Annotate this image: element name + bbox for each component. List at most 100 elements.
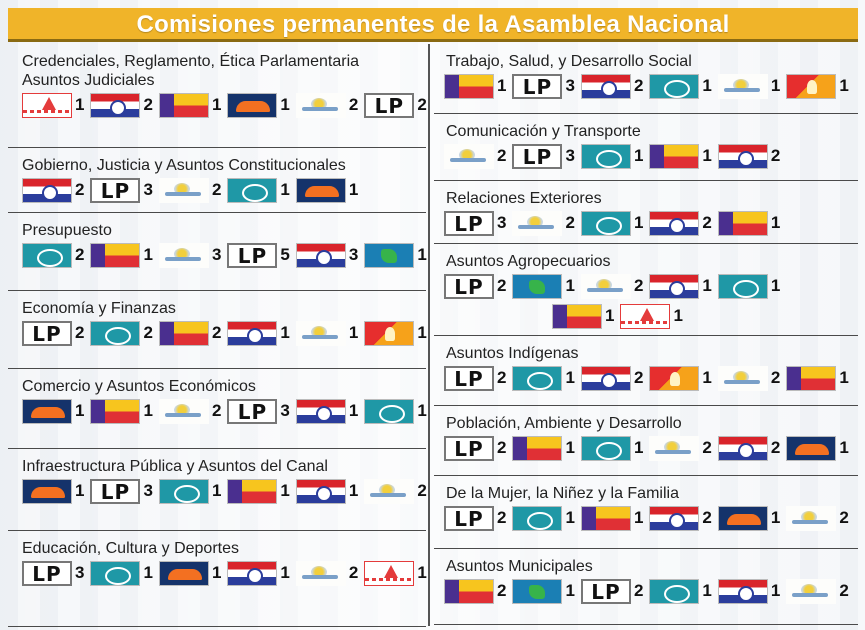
committee-indigenas: Asuntos Indígenas LP 2 1 2 1 2 1 [434, 336, 858, 406]
seat-count: 2 [348, 563, 359, 582]
party-seat-item: 1 [227, 177, 290, 203]
seat-count: 2 [211, 401, 222, 420]
party-logo-teal-circle [580, 210, 631, 236]
party-logo-lp: LP [444, 273, 494, 299]
party-seat-item: 1 [295, 177, 358, 203]
party-seat-item: LP 2 [444, 505, 506, 531]
party-seat-item: 1 [364, 398, 427, 424]
party-logo-red-white-blue [717, 143, 768, 169]
seat-count: 1 [143, 245, 153, 264]
seat-count: 1 [280, 323, 290, 342]
party-seat-item: 1 [649, 273, 712, 299]
party-logo-sun [580, 273, 631, 299]
committee-title: Asuntos Agropecuarios [434, 244, 858, 271]
party-seat-item: 2 [512, 210, 575, 236]
seat-count: 1 [280, 481, 290, 500]
seat-count: 2 [633, 368, 644, 387]
party-seat-item: 1 [649, 365, 712, 391]
committee-title: Infraestructura Pública y Asuntos del Ca… [8, 449, 426, 476]
seat-count: 1 [280, 95, 290, 114]
seat-count: 1 [702, 76, 712, 95]
party-logo-teal-circle [512, 365, 563, 391]
party-logo-yellow-red-purple [552, 303, 602, 329]
party-logo-red-white-blue [580, 365, 631, 391]
party-logo-teal-circle [649, 578, 700, 604]
seat-count: 3 [565, 146, 575, 165]
party-seat-item: 1 [580, 435, 643, 461]
committee-title-line: Comunicación y Transporte [446, 123, 641, 140]
party-seat-item: 2 [90, 320, 153, 346]
seat-count: 1 [211, 481, 222, 500]
party-seat-item: LP 3 [512, 143, 575, 169]
party-seat-item: 2 [717, 435, 780, 461]
committee-title-line: Población, Ambiente y Desarrollo [446, 415, 682, 432]
committee-title-line: De la Mujer, la Niñez y la Familia [446, 485, 679, 502]
party-logo-yellow-red-purple [444, 578, 494, 604]
party-logo-red-orange [786, 73, 837, 99]
party-seat-item: 1 [512, 365, 575, 391]
seat-row: 2 1 LP 2 1 1 2 [434, 576, 858, 606]
party-logo-teal-circle [227, 177, 278, 203]
party-logo-lp: LP [512, 143, 563, 169]
seat-count: 3 [348, 245, 359, 264]
party-seat-item: 1 [227, 320, 290, 346]
party-seat-item: 1 [580, 210, 643, 236]
right-column: Trabajo, Salud, y Desarrollo Social 1 LP 3 2… [428, 44, 858, 626]
seat-count: 2 [75, 245, 85, 264]
party-seat-item: 1 [295, 320, 358, 346]
seat-count: 2 [702, 508, 712, 527]
committee-agropecuarios: Asuntos Agropecuarios LP 2 1 2 1 1 1 1 [434, 244, 858, 336]
party-logo-red-orange [364, 320, 415, 346]
seat-count: 1 [839, 76, 849, 95]
seat-count: 2 [143, 95, 153, 114]
seat-count: 1 [702, 581, 712, 600]
party-logo-red-white-blue [649, 505, 700, 531]
committee-municipales: Asuntos Municipales 2 1 LP 2 1 1 2 [434, 549, 858, 625]
seat-count: 1 [605, 306, 615, 325]
party-seat-item: 1 [786, 73, 849, 99]
party-logo-sun [512, 210, 563, 236]
party-seat-item: 1 [512, 273, 575, 299]
committee-title: Trabajo, Salud, y Desarrollo Social [434, 44, 858, 71]
seat-count: 2 [633, 276, 644, 295]
seat-count: 1 [770, 276, 781, 295]
party-logo-lp: LP [22, 320, 72, 346]
seat-count: 1 [673, 306, 683, 325]
committee-title: Gobierno, Justicia y Asuntos Constitucio… [8, 148, 426, 175]
party-seat-item: LP 2 [364, 92, 427, 118]
party-seat-item: 1 [295, 478, 358, 504]
party-logo-red-triangle [22, 92, 72, 118]
seat-count: 3 [497, 213, 507, 232]
party-seat-item: 1 [22, 398, 84, 424]
party-seat-item: 2 [444, 143, 506, 169]
party-seat-item: 1 [580, 143, 643, 169]
seat-count: 3 [75, 563, 85, 582]
seat-count: 2 [417, 481, 427, 500]
committee-title: Asuntos Municipales [434, 549, 858, 576]
party-seat-item: 2 [158, 320, 221, 346]
party-logo-navy-orange [158, 560, 209, 586]
seat-count: 1 [770, 213, 781, 232]
party-logo-yellow-red-purple [158, 320, 209, 346]
committee-title-line: Infraestructura Pública y Asuntos del Ca… [22, 458, 328, 475]
seat-row: LP 2 1 2 1 2 1 [434, 363, 858, 393]
seat-count: 1 [75, 95, 85, 114]
party-seat-item: 1 [227, 478, 290, 504]
party-seat-item: 1 [512, 435, 575, 461]
seat-row: LP 2 1 1 2 2 1 [434, 433, 858, 463]
seat-count: 2 [497, 438, 507, 457]
party-seat-item: LP 3 [444, 210, 507, 236]
party-seat-item: 1 [364, 560, 427, 586]
party-seat-item: 2 [22, 177, 84, 203]
party-seat-item: 1 [227, 92, 290, 118]
party-seat-item: 2 [786, 505, 849, 531]
committee-title-line: Economía y Finanzas [22, 300, 176, 317]
seat-row: 1 LP 3 1 1 1 2 [8, 476, 427, 506]
party-logo-red-white-blue [22, 177, 72, 203]
committee-credenciales: Credenciales, Reglamento, Ética Parlamen… [8, 44, 427, 148]
party-seat-item: 2 [649, 435, 712, 461]
seat-count: 2 [417, 95, 427, 114]
party-logo-sun [158, 242, 209, 268]
party-seat-item: 1 [552, 303, 615, 329]
party-logo-red-white-blue [295, 478, 346, 504]
